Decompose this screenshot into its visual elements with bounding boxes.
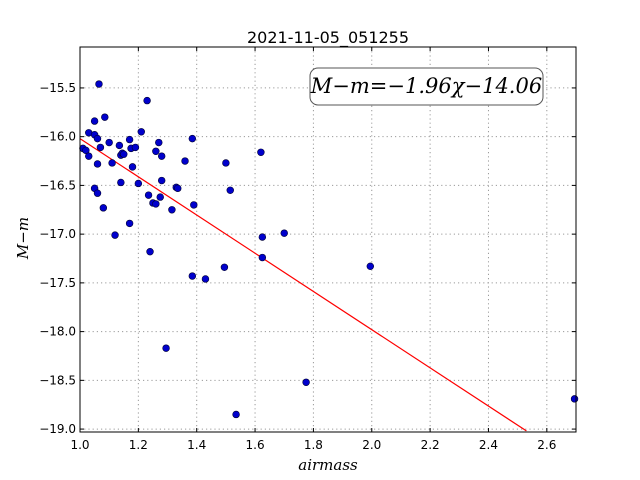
y-tick-label: −16.5 <box>39 178 76 192</box>
data-point <box>93 160 102 168</box>
data-point <box>143 96 151 105</box>
data-point <box>188 134 197 143</box>
x-tick-label: 1.6 <box>246 438 265 452</box>
data-point <box>125 135 134 144</box>
x-axis-label: airmass <box>298 456 358 474</box>
data-points <box>79 80 579 419</box>
fit-equation-text: M−m=−1.96χ−14.06 <box>310 74 542 98</box>
y-tick-label: −19.0 <box>39 422 76 436</box>
y-axis-label: M−m <box>14 217 32 260</box>
data-point <box>90 117 99 125</box>
data-point <box>157 176 166 185</box>
data-point <box>258 253 267 262</box>
data-point <box>99 204 108 212</box>
data-point <box>152 200 160 208</box>
fit-layer <box>79 138 527 432</box>
data-point <box>134 179 143 188</box>
data-point <box>128 163 137 171</box>
data-point <box>157 152 166 160</box>
data-point <box>226 186 234 194</box>
data-point <box>152 147 160 155</box>
y-tick-label: −17.5 <box>39 276 76 290</box>
x-tick-label: 1.8 <box>304 438 323 452</box>
data-point <box>162 344 170 352</box>
x-tick-label: 1.0 <box>70 438 89 452</box>
data-point <box>222 159 230 167</box>
data-point <box>174 184 182 193</box>
y-tick-label: −15.5 <box>39 81 76 95</box>
y-tick-label: −18.5 <box>39 373 76 387</box>
data-point <box>232 410 240 419</box>
data-point <box>570 395 579 403</box>
data-point <box>156 193 164 201</box>
data-point <box>96 143 105 152</box>
plot-background <box>80 47 576 432</box>
data-point <box>146 247 154 256</box>
x-tick-label: 1.2 <box>129 438 148 452</box>
data-point <box>93 189 102 197</box>
data-point <box>95 80 103 88</box>
chart-title: 2021-11-05_051255 <box>247 28 409 48</box>
data-point <box>125 219 134 228</box>
data-point <box>85 152 93 160</box>
x-tick-label: 2.6 <box>537 438 556 452</box>
data-point <box>101 113 109 121</box>
data-point <box>111 231 119 239</box>
data-point <box>201 275 210 283</box>
x-tick-label: 2.2 <box>421 438 440 452</box>
data-point <box>137 128 145 136</box>
data-point <box>155 138 163 147</box>
data-point <box>108 159 116 167</box>
data-point <box>115 141 124 150</box>
axis-ticks: 1.0 1.2 1.4 1.6 1.8 2.0 2.2 2.4 2.6 −15.5 −16.0 −16… <box>39 47 576 452</box>
data-point <box>366 262 375 271</box>
annotation-box <box>309 67 544 106</box>
plot-area: 1.0 1.2 1.4 1.6 1.8 2.0 2.2 2.4 2.6 −15.5 −16.0 −16… <box>39 46 579 452</box>
data-point <box>131 143 140 152</box>
plot-border <box>79 46 577 433</box>
data-point <box>117 178 125 187</box>
data-point <box>93 134 102 143</box>
data-point <box>280 229 288 237</box>
data-point <box>258 233 267 241</box>
data-point <box>120 150 128 158</box>
x-tick-label: 1.4 <box>187 438 206 452</box>
x-tick-label: 2.0 <box>362 438 381 452</box>
y-tick-label: −18.0 <box>39 325 76 339</box>
data-point <box>144 191 153 199</box>
data-point <box>181 157 189 165</box>
y-tick-label: −16.0 <box>39 130 76 144</box>
y-tick-label: −17.0 <box>39 227 76 241</box>
data-point <box>302 378 310 386</box>
data-point <box>82 146 90 155</box>
data-point <box>220 263 229 271</box>
data-point <box>257 148 265 156</box>
data-point <box>190 201 198 209</box>
x-tick-label: 2.4 <box>479 438 498 452</box>
data-point <box>105 138 113 147</box>
data-point <box>188 272 197 280</box>
fit-line <box>79 138 527 432</box>
data-point <box>168 206 176 214</box>
fit-equation-annotation: M−m=−1.96χ−14.06 <box>309 67 544 106</box>
